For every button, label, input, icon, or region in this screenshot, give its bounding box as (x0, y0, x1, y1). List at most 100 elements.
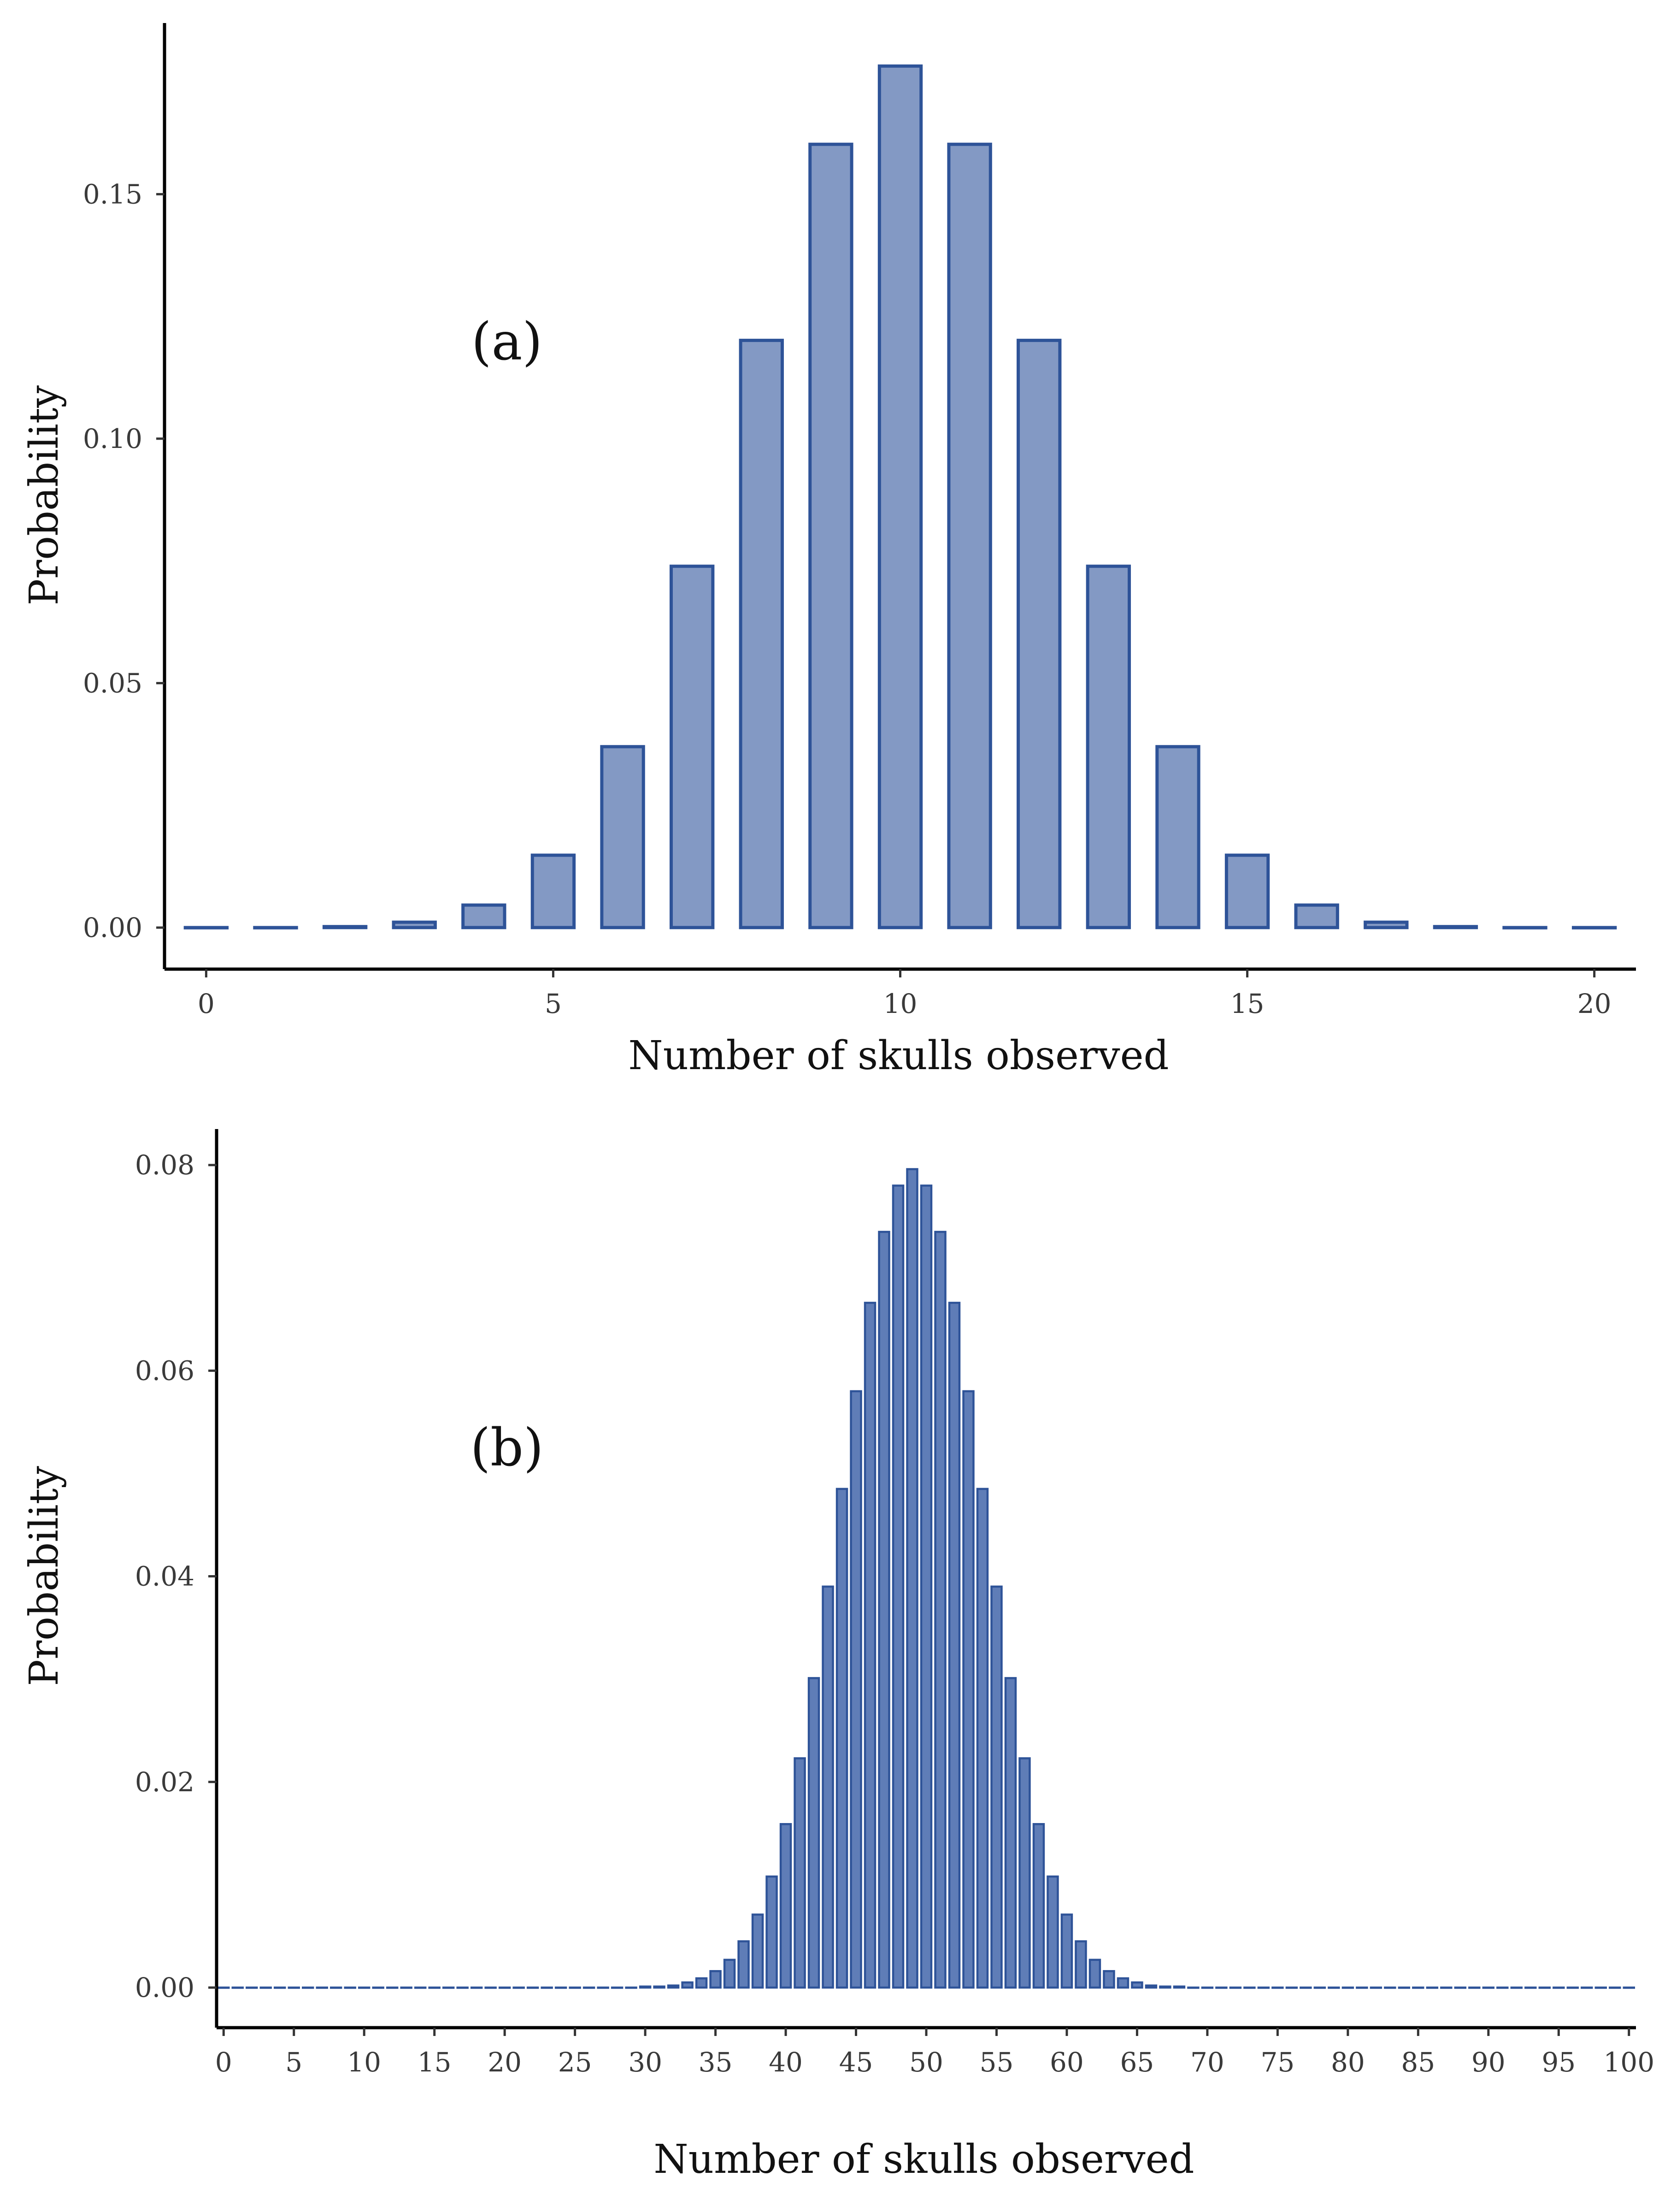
panel-b-x-tick-label: 85 (1401, 2047, 1435, 2078)
panel-b-bar-47 (878, 1230, 890, 1989)
panel-b-bar-50 (920, 1184, 933, 1989)
panel-b-bar-67 (1159, 1985, 1171, 1989)
panel-b-bar-53 (962, 1390, 975, 1989)
panel-a-x-tick-label: 10 (883, 988, 918, 1019)
panel-a-y-tick-label: 0.05 (83, 667, 142, 699)
panel-b-y-tick-label: 0.02 (135, 1766, 194, 1798)
panel-a-bar-6 (600, 745, 645, 930)
panel-b-x-tick-label: 60 (1050, 2047, 1084, 2078)
panel-a-bar-8 (739, 339, 784, 930)
panel-b-bar-58 (1032, 1823, 1045, 1989)
panel-b-y-axis-title: Probability (21, 1466, 67, 1686)
panel-b-label: (b) (470, 1418, 543, 1478)
panel-b-x-tick-label: 15 (418, 2047, 452, 2078)
panel-b-x-tick-label: 90 (1471, 2047, 1506, 2078)
panel-b-x-tick-label: 10 (347, 2047, 381, 2078)
panel-b-x-tick-label: 70 (1190, 2047, 1224, 2078)
panel-b-bar-32 (667, 1984, 680, 1989)
panel-a-bar-14 (1155, 745, 1200, 930)
panel-b-x-tick-label: 65 (1120, 2047, 1154, 2078)
panel-b-bar-37 (737, 1940, 750, 1989)
panel-a-bar-12 (1017, 339, 1062, 930)
panel-a-x-ticks: 0 5 10 15 20 (198, 969, 1612, 1019)
panel-a: 0.00 0.05 0.10 0.15 0 5 10 15 20 Number of skul… (21, 23, 1636, 1079)
panel-b-bar-44 (835, 1488, 848, 1989)
panel-b: 0.00 0.02 0.04 0.06 0.08 0 5 10 15 20 25 30 35 40 45 5… (21, 1129, 1654, 2183)
panel-b-bar-59 (1047, 1875, 1059, 1989)
panel-b-x-tick-label: 5 (285, 2047, 302, 2078)
panel-b-bar-65 (1131, 1981, 1143, 1989)
panel-b-bar-41 (794, 1757, 806, 1989)
panel-b-bar-63 (1103, 1970, 1115, 1989)
panel-b-bar-40 (779, 1823, 792, 1989)
panel-b-x-tick-label: 100 (1603, 2047, 1654, 2078)
panel-b-bar-52 (948, 1301, 961, 1989)
panel-a-bar-5 (530, 853, 576, 930)
panel-b-bar-34 (695, 1977, 708, 1989)
panel-a-bar-9 (808, 142, 853, 930)
panel-b-x-tick-label: 20 (488, 2047, 522, 2078)
panel-a-x-tick-label: 5 (545, 988, 562, 1019)
panel-a-y-axis-title: Probability (21, 385, 67, 606)
panel-b-x-tick-label: 30 (628, 2047, 662, 2078)
panel-b-x-tick-label: 25 (558, 2047, 592, 2078)
panel-a-bar-2 (322, 925, 368, 930)
panel-b-bar-51 (934, 1230, 947, 1989)
panel-a-y-tick-label: 0.15 (83, 178, 142, 210)
panel-b-y-ticks: 0.00 0.02 0.04 0.06 0.08 (135, 1149, 217, 2003)
panel-b-bar-42 (807, 1677, 820, 1989)
panel-b-y-tick-label: 0.04 (135, 1561, 194, 1592)
panel-b-bar-57 (1018, 1757, 1031, 1989)
panel-b-bar-68 (1173, 1985, 1186, 1989)
panel-a-y-tick-label: 0.10 (83, 423, 142, 454)
panel-a-bar-18 (1433, 925, 1478, 930)
panel-b-x-tick-label: 95 (1541, 2047, 1576, 2078)
panel-b-x-tick-label: 55 (980, 2047, 1014, 2078)
panel-b-bar-33 (681, 1981, 694, 1989)
panel-b-x-tick-label: 50 (909, 2047, 943, 2078)
panel-b-y-tick-label: 0.00 (135, 1972, 194, 2003)
panel-b-bar-39 (765, 1875, 778, 1989)
panel-b-bar-62 (1088, 1959, 1101, 1989)
panel-a-label: (a) (471, 312, 542, 372)
panel-b-y-tick-label: 0.08 (135, 1149, 194, 1181)
panel-a-x-tick-label: 20 (1577, 988, 1612, 1019)
panel-b-x-tick-label: 35 (699, 2047, 733, 2078)
panel-b-bar-30 (639, 1985, 652, 1989)
panel-b-bar-36 (723, 1959, 736, 1989)
panel-b-x-tick-label: 40 (769, 2047, 803, 2078)
panel-a-bar-17 (1364, 920, 1409, 930)
panel-a-bar-13 (1086, 565, 1131, 930)
panel-a-x-axis-title: Number of skulls observed (628, 1033, 1169, 1079)
panel-b-x-tick-label: 75 (1260, 2047, 1294, 2078)
panel-b-x-axis-title: Number of skulls observed (653, 2136, 1194, 2183)
panel-b-bar-31 (653, 1985, 665, 1989)
panel-b-bar-64 (1117, 1977, 1130, 1989)
panel-a-bar-11 (947, 142, 992, 930)
panel-b-bar-55 (990, 1585, 1003, 1989)
panel-b-bar-43 (822, 1585, 834, 1989)
panel-a-y-tick-label: 0.00 (83, 912, 142, 943)
panel-b-bar-56 (1004, 1677, 1017, 1989)
panel-b-x-tick-label: 45 (839, 2047, 873, 2078)
panel-a-x-tick-label: 0 (198, 988, 215, 1019)
panel-b-bars (218, 1168, 1635, 1989)
panel-b-bar-54 (976, 1488, 989, 1989)
panel-a-bar-10 (877, 64, 923, 930)
panel-a-bar-16 (1294, 903, 1339, 930)
panel-a-bars (183, 64, 1617, 930)
panel-b-bar-66 (1145, 1984, 1158, 1989)
panel-b-x-ticks: 0 5 10 15 20 25 30 35 40 45 50 55 60 65 70 75 80 85 90 95 10… (215, 2028, 1654, 2078)
panel-a-bar-4 (461, 903, 506, 930)
panel-a-bar-3 (392, 920, 437, 930)
panel-b-bar-35 (709, 1970, 722, 1989)
panel-b-bar-48 (892, 1184, 905, 1989)
panel-a-y-ticks: 0.00 0.05 0.10 0.15 (83, 178, 165, 943)
panel-b-bar-46 (864, 1301, 877, 1989)
panel-b-bar-38 (751, 1913, 764, 1989)
panel-b-bar-60 (1060, 1913, 1073, 1989)
panel-b-bar-61 (1075, 1940, 1087, 1989)
panel-b-x-tick-label: 80 (1331, 2047, 1365, 2078)
panel-a-x-tick-label: 15 (1230, 988, 1265, 1019)
